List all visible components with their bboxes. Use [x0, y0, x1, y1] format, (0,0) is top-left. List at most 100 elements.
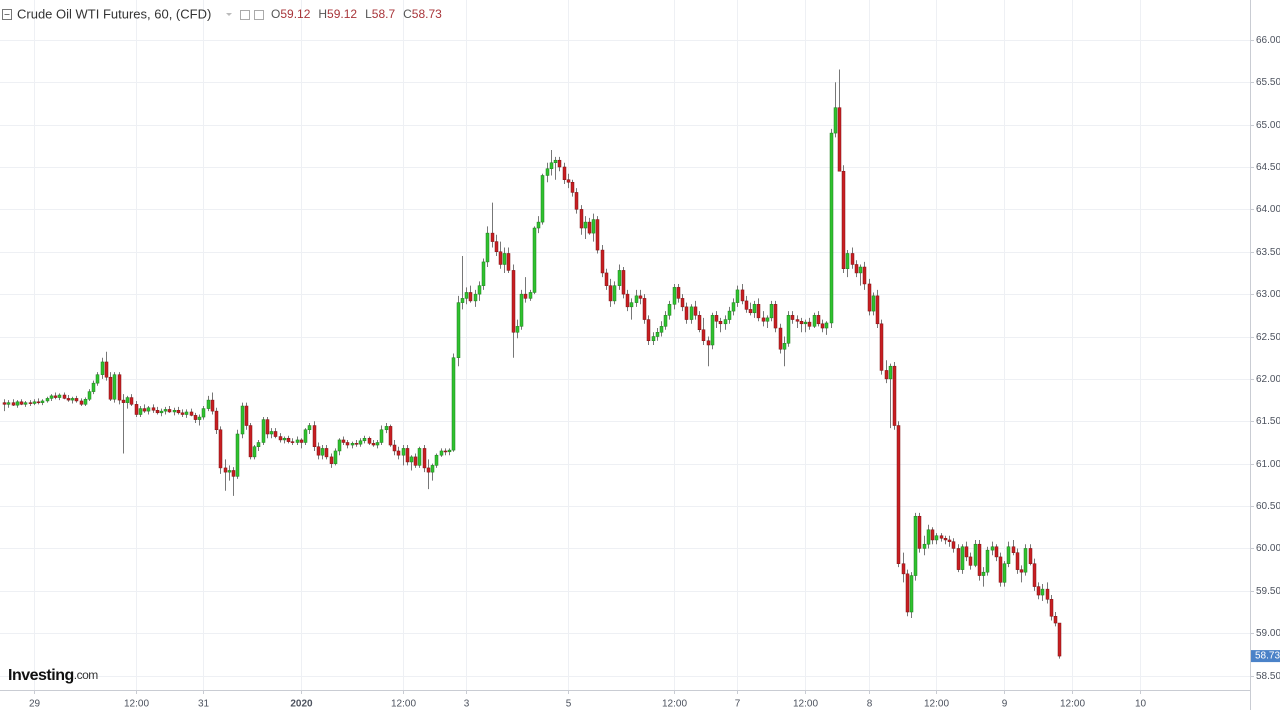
candle-body [409, 456, 414, 463]
x-tick-label: 12:00 [662, 699, 687, 710]
chart-title: Crude Oil WTI Futures, 60, (CFD) [17, 6, 211, 21]
candle-body [451, 357, 456, 451]
candle-body [273, 431, 278, 437]
candle-body [850, 253, 855, 265]
y-tick-label: 64.50 [1256, 162, 1280, 173]
candle-body [934, 535, 939, 541]
candle-body [519, 293, 524, 327]
candle-body [629, 302, 634, 308]
candle-body [714, 315, 719, 322]
candle-body [129, 397, 134, 405]
candle-body [587, 221, 592, 234]
candle-body [413, 456, 418, 466]
axes: 58.50 59.00 59.50 60.00 60.50 61.00 61.50 62.00… [29, 35, 1280, 710]
candle-body [765, 317, 770, 322]
candle-body [634, 295, 639, 303]
candle-body [977, 543, 982, 576]
candle-body [820, 323, 825, 329]
candle-body [833, 107, 838, 134]
dropdown-caret[interactable] [226, 13, 232, 16]
candle-body [888, 365, 893, 380]
candle-body [875, 295, 880, 325]
ohlc-key: H [318, 7, 327, 21]
candle-body [1053, 616, 1058, 624]
y-tick-label: 61.50 [1256, 416, 1280, 427]
candle-body [362, 437, 367, 442]
candle-body [19, 401, 24, 405]
candle-body [443, 450, 448, 453]
candle-body [57, 394, 62, 398]
candle-body [600, 249, 605, 274]
candle-body [617, 270, 622, 286]
candle-body [960, 546, 965, 570]
candle-body [659, 326, 664, 333]
candle-body [320, 448, 325, 456]
candle-body [278, 436, 283, 441]
candle-body [468, 292, 473, 302]
candle-body [269, 431, 274, 435]
close-icon[interactable] [254, 10, 264, 20]
candle-body [901, 563, 906, 575]
ohlc-legend: O59.12 H59.12 L58.7 C58.73 [271, 7, 442, 21]
x-tick-label: 12:00 [793, 699, 818, 710]
candle-body [32, 401, 37, 404]
candle-body [405, 448, 410, 463]
candle-body [693, 306, 698, 316]
candle-body [752, 304, 757, 314]
candle-body [197, 416, 202, 420]
y-tick-label: 59.50 [1256, 586, 1280, 597]
candle-body [379, 429, 384, 443]
candle-body [748, 309, 753, 314]
candle-body [1002, 563, 1007, 583]
candle-body [53, 395, 58, 398]
candles [2, 69, 1062, 659]
candle-body [744, 300, 749, 310]
candle-body [1015, 552, 1020, 570]
candle-body [146, 407, 151, 412]
candle-body [511, 270, 516, 333]
candle-body [358, 440, 363, 445]
candle-body [642, 298, 647, 320]
y-tick-label: 63.50 [1256, 247, 1280, 258]
candle-body [841, 170, 846, 269]
logo-name: Investing [8, 667, 74, 684]
candle-body [244, 405, 249, 426]
candle-body [324, 448, 329, 458]
candle-body [439, 450, 444, 456]
candle-body [384, 426, 389, 431]
candle-body [167, 409, 172, 413]
candle-body [299, 439, 304, 443]
x-tick-label: 12:00 [1060, 699, 1085, 710]
candle-body [913, 515, 918, 576]
candle-body [502, 253, 507, 265]
candle-body [667, 304, 672, 316]
candle-body [625, 293, 630, 308]
candle-body [388, 426, 393, 446]
candle-body [392, 444, 397, 452]
settings-icon[interactable] [240, 10, 250, 20]
candle-body [917, 515, 922, 549]
candle-body [964, 546, 969, 558]
candle-body [604, 272, 609, 286]
candle-body [62, 394, 67, 399]
candle-body [731, 302, 736, 312]
candle-body [290, 441, 295, 443]
candle-body [528, 292, 533, 299]
candle-body [138, 408, 143, 415]
candle-body [663, 315, 668, 327]
candle-body [417, 448, 422, 466]
y-tick-label: 62.00 [1256, 374, 1280, 385]
y-tick-label: 60.50 [1256, 501, 1280, 512]
candle-body [15, 401, 20, 406]
candle-body [591, 219, 596, 234]
candle-body [214, 410, 219, 431]
candle-body [706, 340, 711, 346]
candle-body [180, 412, 185, 415]
candle-body [566, 179, 571, 183]
candle-body [6, 402, 11, 405]
candle-body [701, 329, 706, 342]
collapse-icon[interactable] [2, 9, 12, 20]
candle-body [189, 411, 194, 416]
candle-body [756, 304, 761, 319]
candle-body [689, 306, 694, 320]
